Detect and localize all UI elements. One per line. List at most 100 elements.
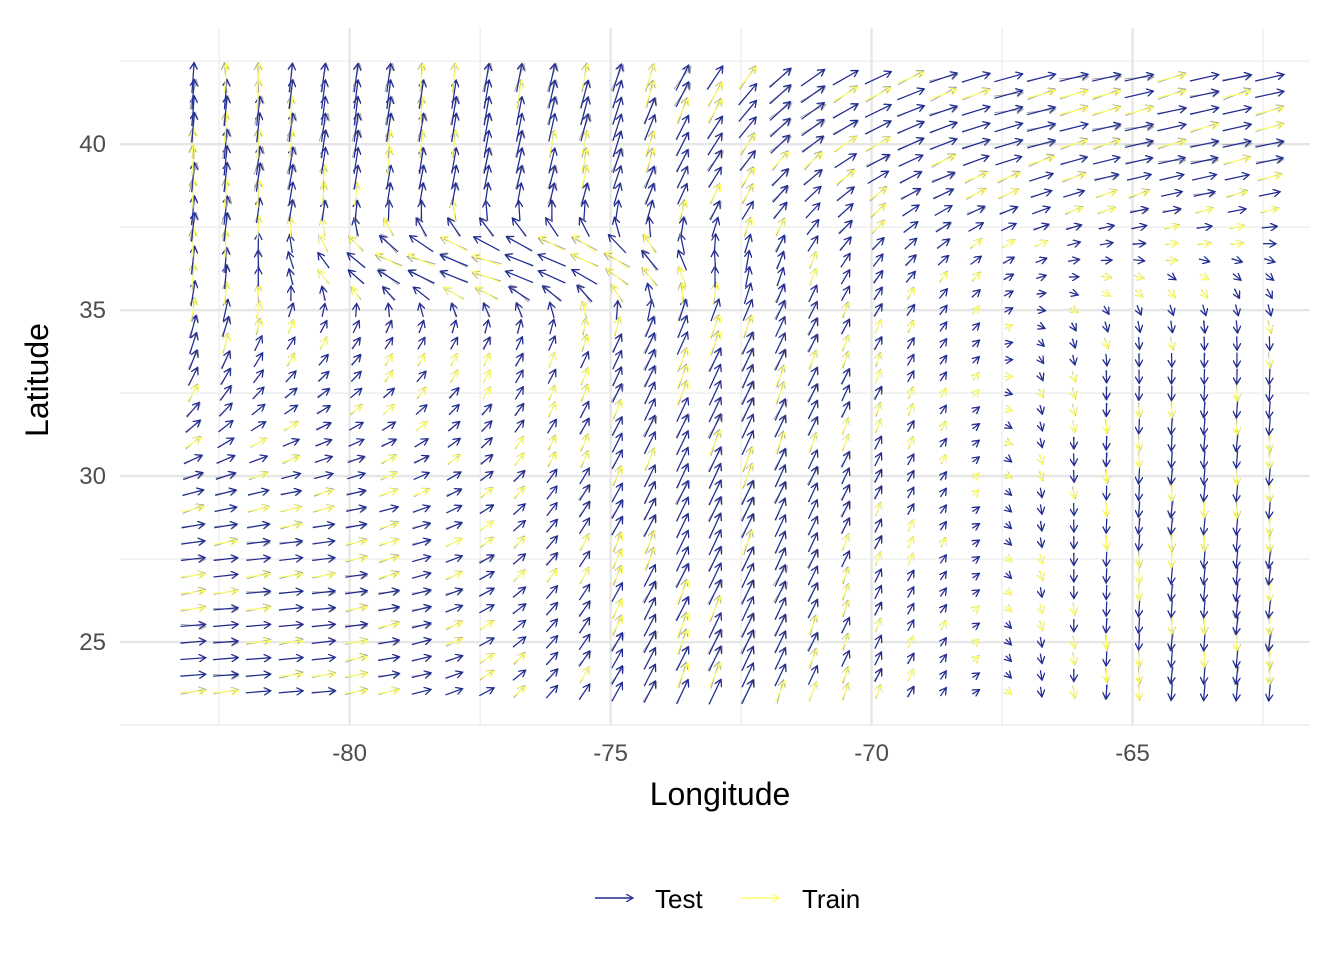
test-arrow bbox=[1190, 158, 1218, 165]
train-arrow bbox=[352, 287, 361, 301]
train-arrow bbox=[774, 366, 785, 388]
test-arrow bbox=[1236, 666, 1238, 684]
test-arrow bbox=[929, 123, 957, 134]
train-arrow bbox=[476, 287, 498, 301]
train-arrow bbox=[1134, 275, 1144, 279]
test-arrow bbox=[1003, 291, 1013, 296]
train-arrow bbox=[313, 507, 334, 511]
train-arrow bbox=[187, 385, 198, 402]
test-arrow bbox=[311, 657, 336, 660]
train-arrow bbox=[279, 574, 303, 577]
test-arrow bbox=[808, 285, 817, 303]
train-arrow bbox=[676, 365, 688, 389]
test-arrow bbox=[344, 624, 367, 627]
train-arrow bbox=[547, 403, 556, 417]
test-arrow bbox=[545, 586, 557, 600]
test-arrow bbox=[1106, 551, 1107, 567]
test-arrow bbox=[1036, 310, 1046, 311]
train-arrow bbox=[254, 319, 261, 335]
test-arrow bbox=[1073, 354, 1075, 365]
train-arrow bbox=[808, 252, 817, 269]
test-arrow bbox=[181, 524, 205, 528]
test-arrow bbox=[312, 524, 335, 528]
train-arrow bbox=[611, 599, 623, 619]
test-arrow bbox=[832, 104, 858, 119]
test-arrow bbox=[1269, 682, 1271, 701]
test-arrow bbox=[807, 633, 817, 652]
train-arrow bbox=[582, 318, 587, 336]
test-arrow bbox=[1124, 74, 1154, 82]
train-arrow bbox=[416, 354, 425, 366]
test-arrow bbox=[288, 252, 295, 269]
test-arrow bbox=[1063, 191, 1084, 198]
train-arrow bbox=[908, 404, 914, 416]
train-arrow bbox=[320, 235, 328, 253]
test-arrow bbox=[613, 183, 621, 205]
test-arrow bbox=[1222, 124, 1252, 132]
test-arrow bbox=[1269, 384, 1270, 401]
test-arrow bbox=[908, 603, 914, 615]
x-tick-label: -75 bbox=[593, 740, 628, 767]
train-arrow bbox=[1255, 108, 1284, 115]
test-arrow bbox=[278, 608, 303, 610]
test-arrow bbox=[1139, 501, 1140, 517]
test-arrow bbox=[649, 217, 650, 238]
test-arrow bbox=[356, 303, 357, 317]
test-arrow bbox=[452, 320, 456, 334]
test-arrow bbox=[1167, 274, 1176, 279]
test-arrow bbox=[345, 591, 367, 594]
test-arrow bbox=[648, 283, 652, 304]
test-arrow bbox=[417, 337, 425, 350]
test-arrow bbox=[803, 170, 822, 186]
train-arrow bbox=[996, 173, 1021, 182]
train-arrow bbox=[546, 453, 556, 467]
test-arrow bbox=[961, 74, 990, 83]
test-arrow bbox=[675, 647, 689, 671]
train-arrow bbox=[832, 87, 858, 103]
test-arrow bbox=[1269, 566, 1271, 585]
test-arrow bbox=[1192, 175, 1216, 181]
train-arrow bbox=[1040, 471, 1042, 481]
train-arrow bbox=[1059, 107, 1088, 116]
test-arrow bbox=[1059, 124, 1088, 132]
train-arrow bbox=[908, 554, 914, 565]
test-arrow bbox=[1171, 633, 1172, 650]
train-arrow bbox=[1269, 434, 1270, 451]
train-arrow bbox=[1171, 616, 1172, 634]
train-arrow bbox=[285, 354, 295, 367]
test-arrow bbox=[1237, 336, 1238, 350]
train-arrow bbox=[449, 354, 458, 367]
train-arrow bbox=[1236, 417, 1237, 435]
test-arrow bbox=[1269, 632, 1271, 651]
train-arrow bbox=[247, 507, 269, 511]
test-arrow bbox=[741, 630, 753, 655]
test-arrow bbox=[1171, 567, 1172, 584]
test-arrow bbox=[412, 523, 431, 530]
test-arrow bbox=[1039, 372, 1043, 381]
test-arrow bbox=[483, 303, 491, 318]
train-arrow bbox=[344, 607, 367, 610]
test-arrow bbox=[678, 250, 688, 271]
test-arrow bbox=[1002, 257, 1014, 263]
test-arrow bbox=[940, 505, 946, 514]
train-arrow bbox=[453, 200, 454, 221]
train-arrow bbox=[1092, 108, 1121, 115]
test-arrow bbox=[311, 607, 335, 610]
train-arrow bbox=[584, 302, 586, 319]
train-arrow bbox=[676, 381, 688, 406]
test-arrow bbox=[311, 691, 336, 694]
test-arrow bbox=[1231, 259, 1243, 262]
train-arrow bbox=[973, 390, 980, 396]
test-arrow bbox=[1105, 321, 1108, 332]
test-arrow bbox=[874, 436, 882, 450]
train-arrow bbox=[1269, 450, 1270, 469]
test-arrow bbox=[509, 287, 531, 301]
test-arrow bbox=[1224, 175, 1249, 181]
train-arrow bbox=[940, 422, 946, 431]
test-arrow bbox=[1255, 158, 1283, 165]
test-arrow bbox=[1236, 401, 1237, 418]
test-arrow bbox=[940, 588, 946, 597]
test-arrow bbox=[611, 516, 622, 536]
test-arrow bbox=[188, 350, 197, 371]
test-arrow bbox=[906, 305, 914, 317]
